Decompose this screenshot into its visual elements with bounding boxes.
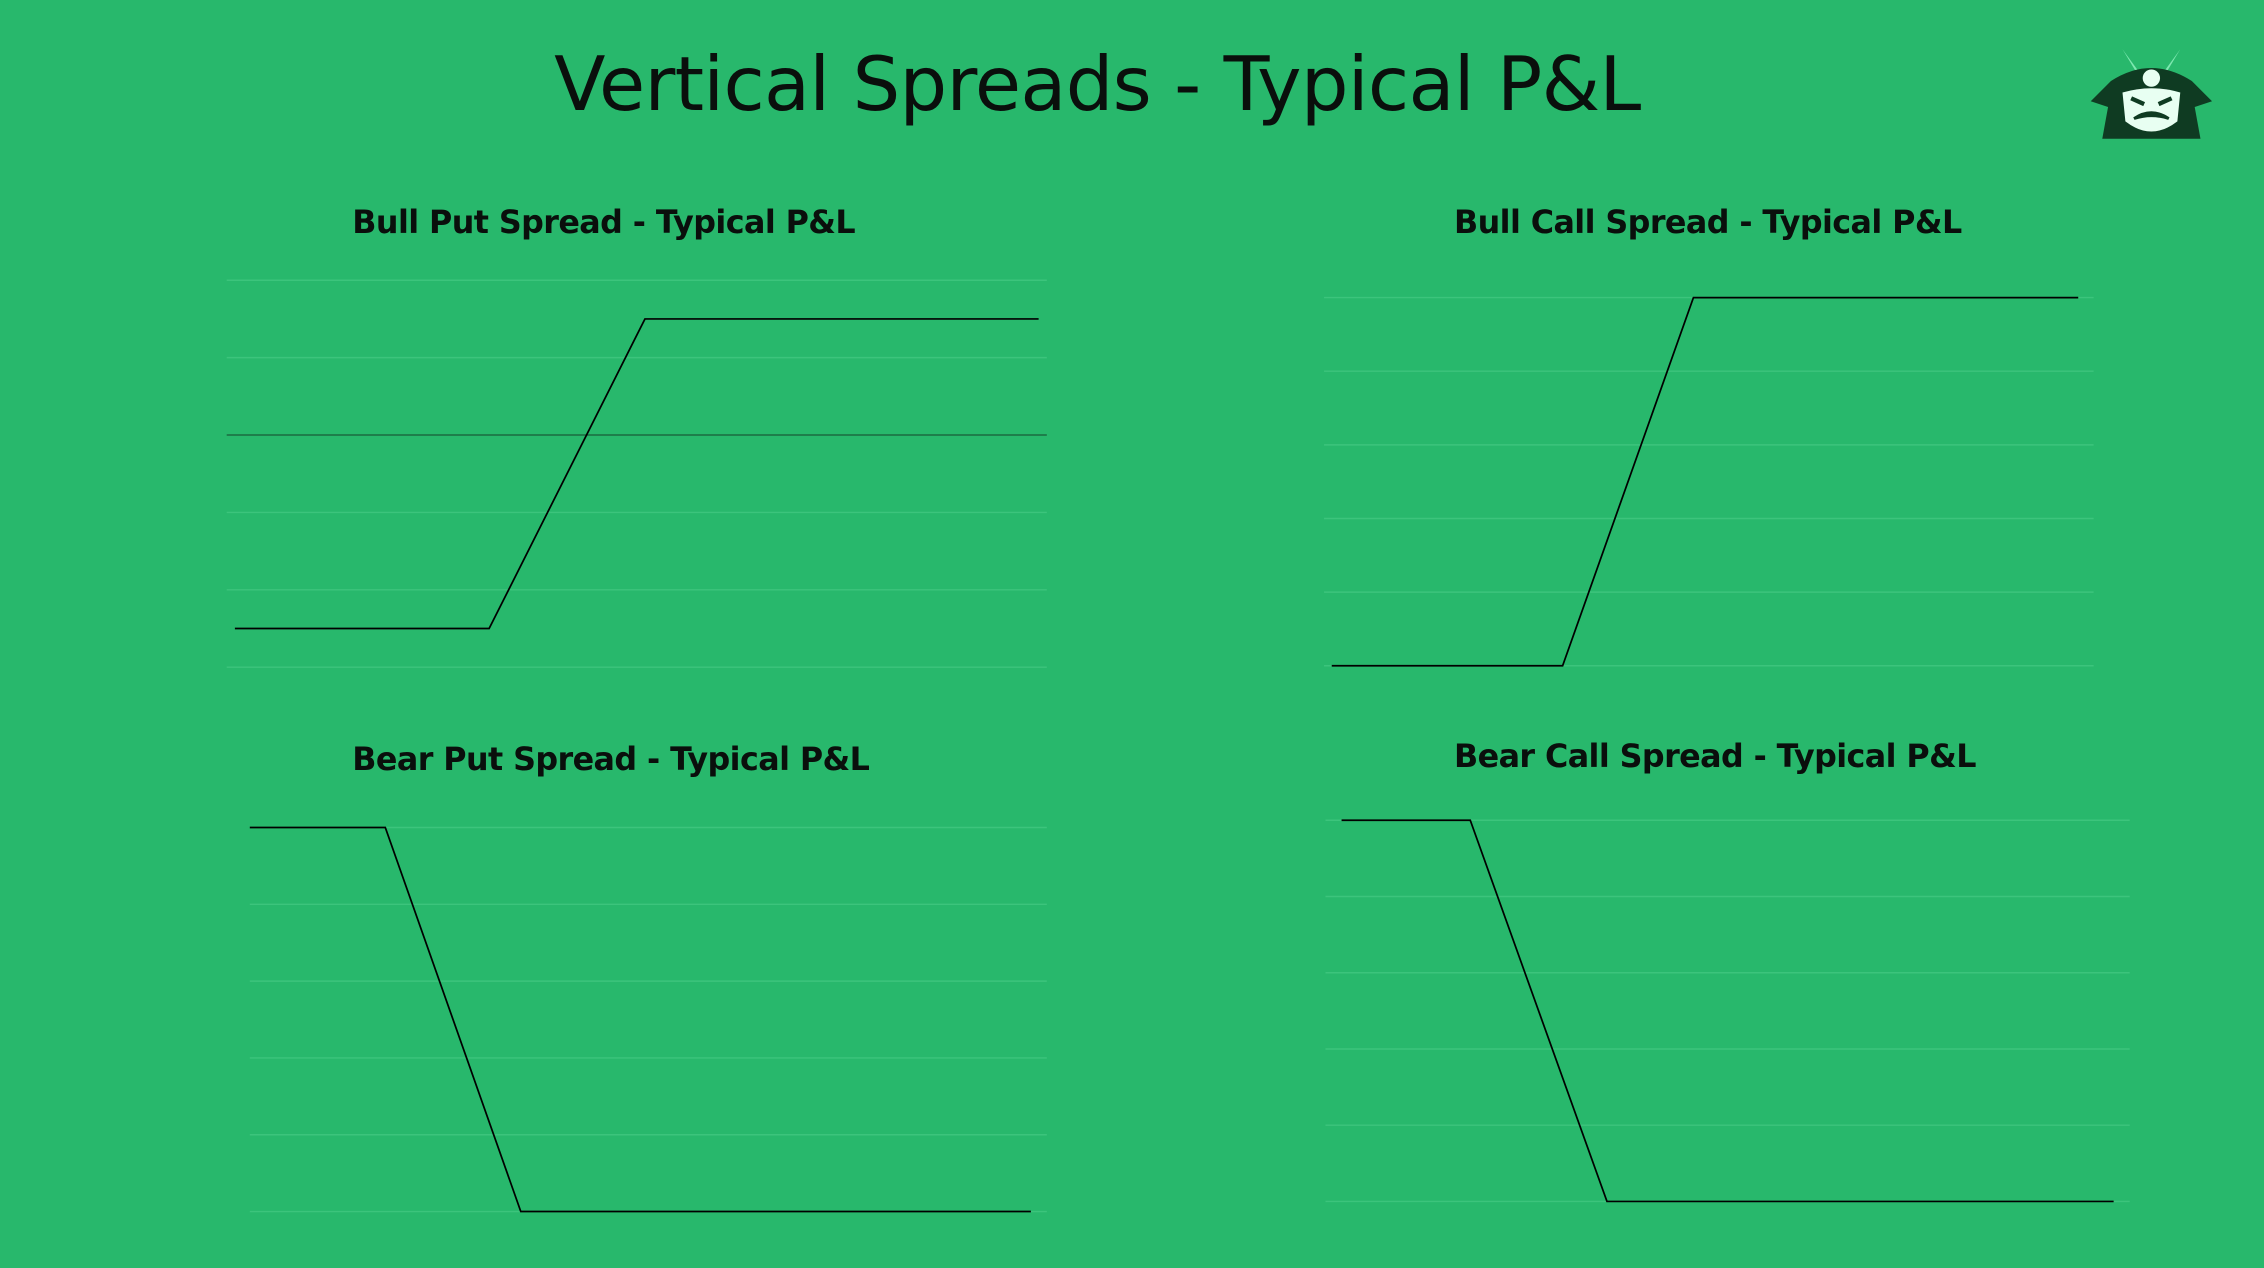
pnl-line [249,826,1031,1213]
chart-title: Bull Call Spread - Typical P&L [1454,205,1962,241]
logo-eyes [2130,96,2173,107]
logo-crest [2142,69,2161,87]
chart-title: Bear Put Spread - Typical P&L [352,742,869,778]
pnl-line [1331,296,2079,667]
pnl-line [234,318,1039,630]
logo-face [2122,88,2181,132]
chart-title: Bear Call Spread - Typical P&L [1454,739,1976,775]
page-title: Vertical Spreads - Typical P&L [554,40,1641,128]
pnl-line [1341,819,2114,1203]
logo-mustache [2133,111,2170,120]
chart-title: Bull Put Spread - Typical P&L [352,205,855,241]
logo [2090,49,2213,139]
